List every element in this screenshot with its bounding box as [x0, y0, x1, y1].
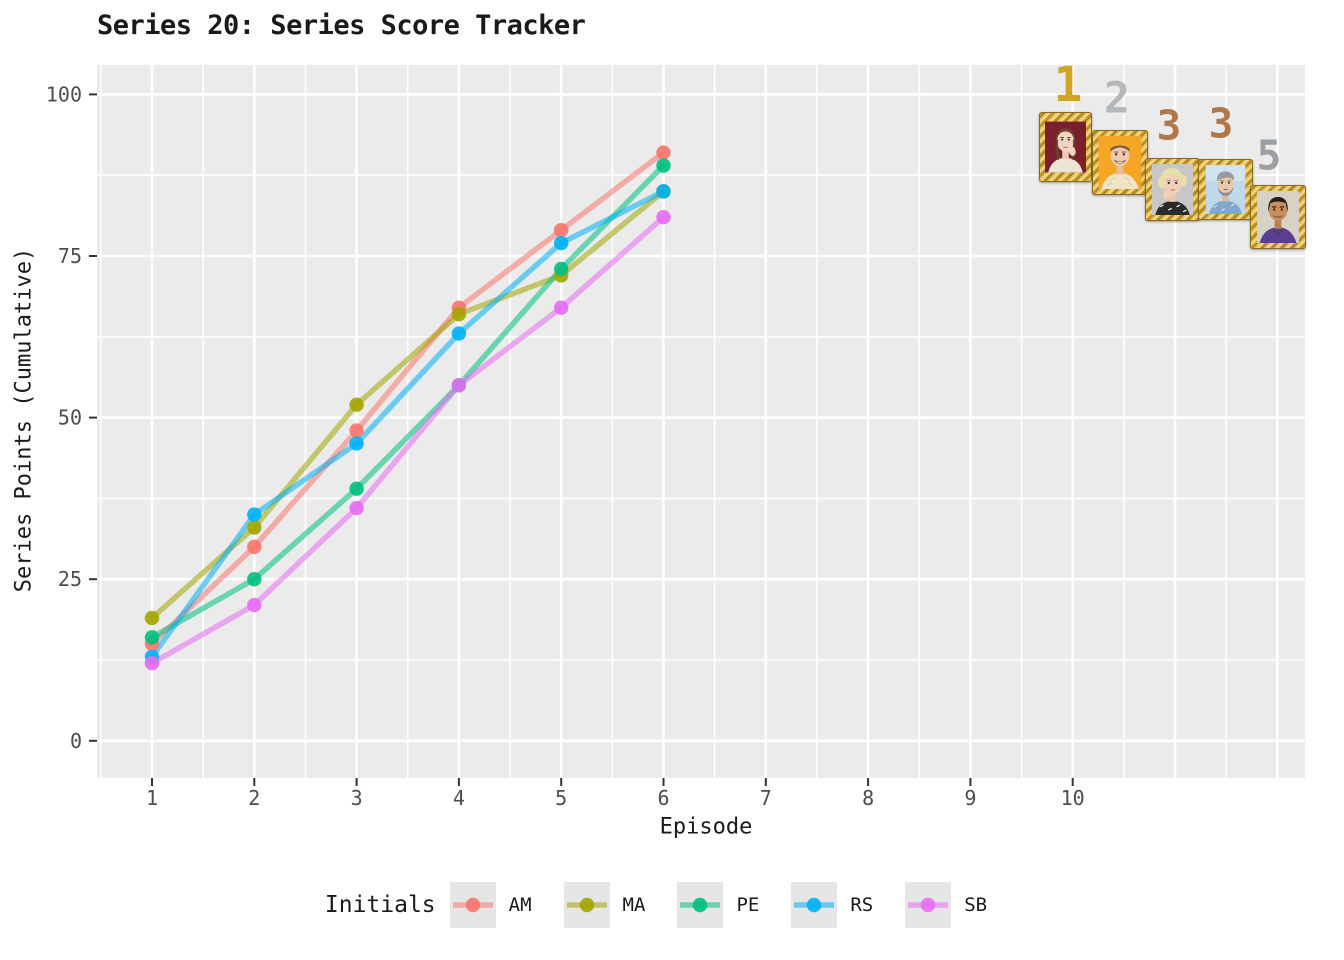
portrait-rank5-image — [1257, 191, 1299, 243]
portrait-frame-rank3a — [1145, 158, 1200, 221]
data-point-SB-ep5 — [554, 300, 569, 315]
y-tick-label: 75 — [58, 244, 82, 268]
x-tick-label: 2 — [248, 786, 260, 810]
y-tick-label: 0 — [70, 729, 82, 753]
x-tick-label: 3 — [351, 786, 363, 810]
legend-label-pe: PE — [736, 894, 760, 916]
rank-2-number: 2 — [1104, 73, 1130, 124]
data-point-MA-ep4 — [451, 306, 467, 322]
data-point-RS-ep3 — [349, 436, 364, 451]
data-point-MA-ep3 — [349, 397, 364, 412]
data-point-RS-ep6 — [656, 184, 671, 199]
data-point-AM-ep5 — [554, 222, 569, 238]
x-tick-label: 8 — [862, 786, 874, 810]
data-point-SB-ep2 — [247, 597, 262, 613]
portrait-frame-rank5 — [1250, 185, 1306, 249]
legend-key-rs: RS — [791, 882, 891, 928]
legend-label-sb: SB — [964, 894, 988, 916]
legend-key-am: AM — [449, 882, 550, 928]
data-point-PE-ep3 — [349, 481, 364, 496]
rank-5-number: 5 — [1256, 131, 1282, 180]
data-point-MA-ep1 — [144, 610, 160, 626]
data-point-SB-ep3 — [349, 500, 364, 516]
rank-1-number: 1 — [1053, 57, 1083, 113]
portrait-rank3a-image — [1151, 164, 1194, 215]
x-tick-label: 10 — [1061, 786, 1085, 810]
portrait-rank1-image — [1045, 121, 1086, 173]
data-point-RS-ep4 — [451, 326, 467, 341]
data-point-RS-ep2 — [247, 507, 262, 522]
y-tick-label: 25 — [58, 567, 82, 591]
x-tick-label: 9 — [964, 786, 976, 810]
legend-label-am: AM — [508, 894, 532, 916]
portrait-frame-rank2 — [1092, 130, 1148, 195]
data-point-AM-ep2 — [247, 539, 262, 555]
y-axis-title: Series Points (Cumulative) — [11, 247, 37, 593]
portrait-rank3b-image — [1205, 165, 1246, 214]
y-tick-label: 100 — [46, 82, 82, 106]
data-point-PE-ep1 — [144, 630, 160, 645]
legend-swatch-am-icon — [449, 882, 496, 928]
portrait-rank2-image — [1098, 136, 1142, 189]
data-point-AM-ep6 — [656, 145, 671, 160]
legend-swatch-ma-icon — [563, 882, 610, 928]
data-point-SB-ep1 — [144, 656, 160, 671]
series-line-SB — [149, 214, 667, 666]
data-point-MA-ep2 — [247, 520, 262, 535]
data-point-AM-ep3 — [349, 423, 364, 438]
chart-legend: Initials AM MA PE RS SB — [0, 882, 1344, 928]
legend-label-rs: RS — [850, 894, 874, 916]
data-point-PE-ep2 — [247, 572, 262, 587]
legend-key-ma: MA — [563, 882, 664, 928]
legend-swatch-pe-icon — [677, 882, 724, 928]
x-tick-label: 4 — [453, 786, 465, 810]
y-tick-label: 50 — [58, 406, 82, 430]
data-point-PE-ep5 — [554, 261, 569, 277]
series-line-RS — [149, 188, 667, 660]
legend-swatch-rs-icon — [791, 882, 838, 928]
portrait-frame-rank1 — [1039, 112, 1092, 182]
legend-title: Initials — [324, 892, 436, 918]
data-point-SB-ep6 — [656, 210, 671, 225]
data-point-SB-ep4 — [451, 378, 467, 393]
legend-swatch-sb-icon — [905, 882, 952, 928]
x-axis-title: Episode — [659, 814, 753, 840]
data-point-PE-ep6 — [656, 158, 671, 173]
series-line-PE — [149, 162, 667, 641]
x-tick-label: 5 — [555, 786, 567, 810]
rank-3b-number: 3 — [1208, 99, 1234, 148]
legend-label-ma: MA — [622, 894, 646, 916]
chart-title: Series 20: Series Score Tracker — [97, 10, 586, 41]
portrait-frame-rank3b — [1198, 159, 1253, 220]
x-tick-label: 6 — [657, 786, 669, 810]
x-tick-label: 1 — [146, 786, 158, 810]
data-point-RS-ep5 — [554, 235, 569, 251]
legend-key-sb: SB — [905, 882, 1005, 928]
rank-3a-number: 3 — [1156, 101, 1182, 150]
legend-key-pe: PE — [677, 882, 777, 928]
x-tick-label: 7 — [760, 786, 772, 810]
series-line-AM — [149, 149, 667, 647]
